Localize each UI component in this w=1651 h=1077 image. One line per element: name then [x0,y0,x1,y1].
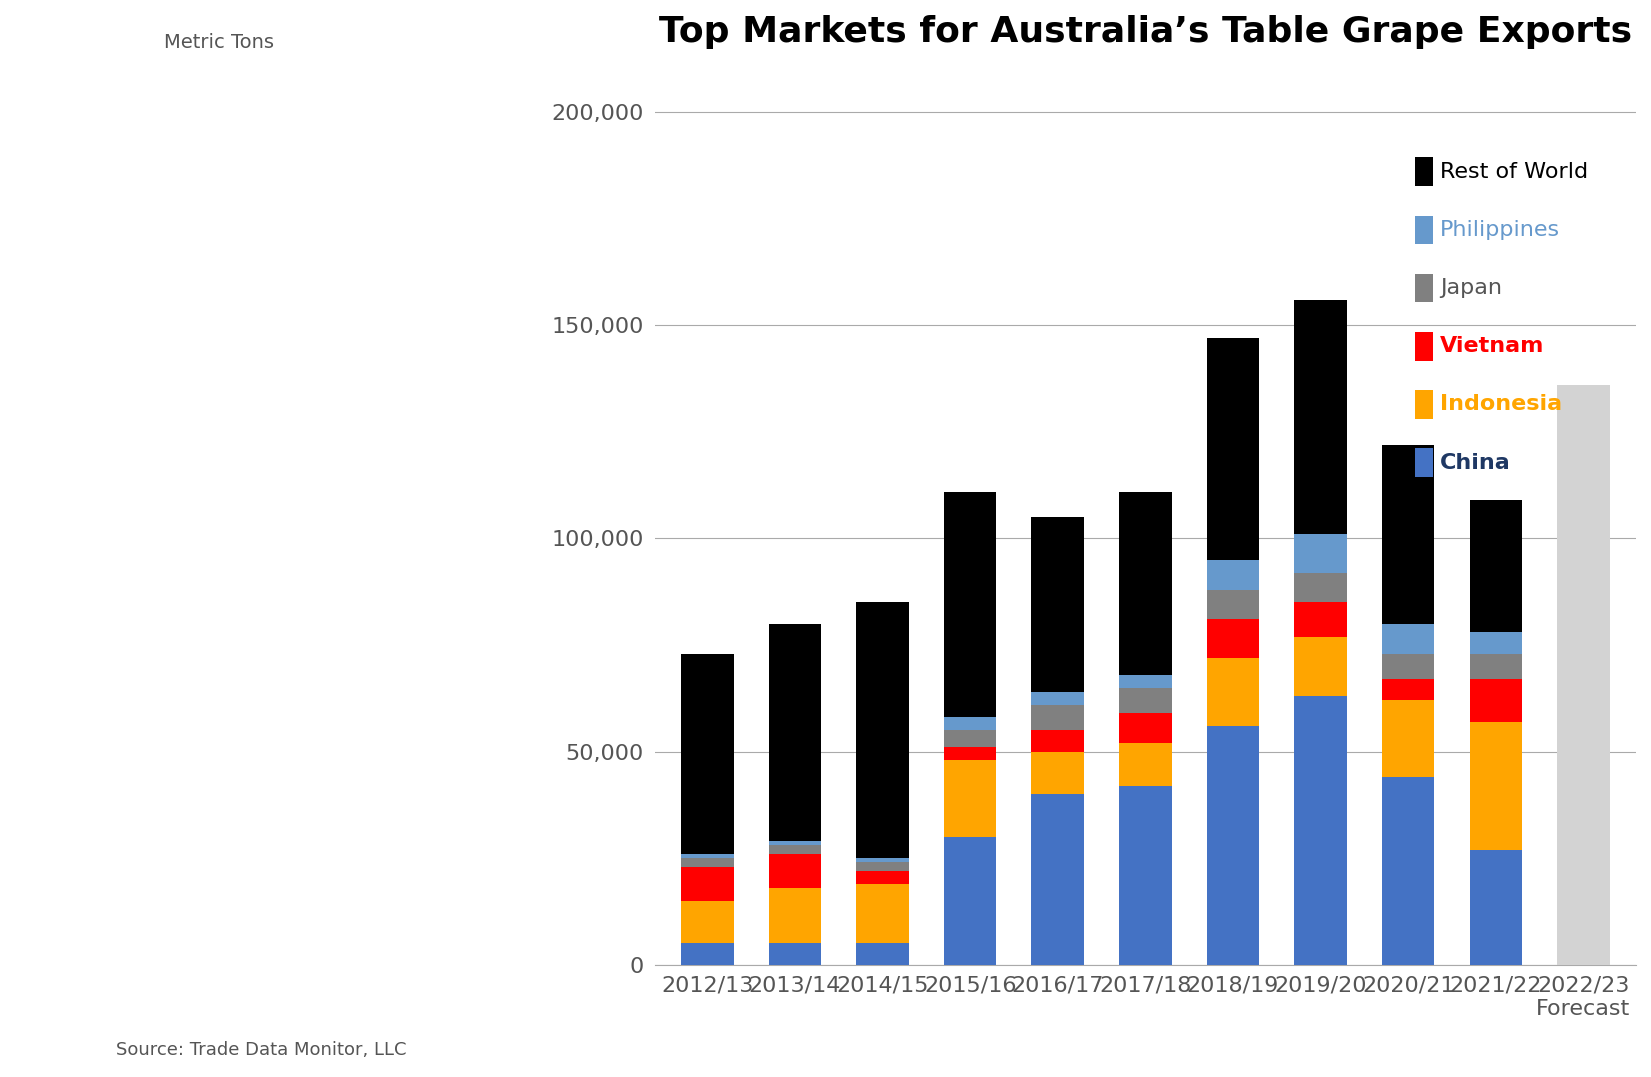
Bar [1032,794,1085,965]
Bar [1032,691,1085,704]
Bar [1469,500,1522,632]
Bar [682,943,733,965]
Bar [1119,743,1172,785]
Bar [1119,675,1172,687]
Bar [1469,654,1522,680]
Bar [1294,696,1347,965]
Bar [1294,637,1347,696]
Bar [1294,299,1347,534]
Bar [857,883,908,943]
Bar [1382,700,1435,778]
Text: Vietnam: Vietnam [1440,336,1544,356]
Bar [1032,517,1085,691]
FancyBboxPatch shape [1415,157,1433,186]
Bar [1294,602,1347,637]
Text: Japan: Japan [1440,278,1502,298]
Bar [944,717,997,730]
Bar [1382,654,1435,680]
Bar [944,837,997,965]
Bar [769,943,821,965]
Text: Indonesia: Indonesia [1440,394,1562,415]
Bar [1207,560,1260,589]
Bar [944,730,997,747]
Bar [1382,624,1435,654]
Bar [682,867,733,900]
Bar [1469,722,1522,850]
FancyBboxPatch shape [1415,448,1433,477]
Bar [1557,386,1610,965]
Bar [1032,730,1085,752]
Bar [1207,338,1260,560]
Bar [944,491,997,717]
Bar [1469,850,1522,965]
FancyBboxPatch shape [1415,274,1433,303]
Bar [769,624,821,841]
Bar [944,760,997,837]
Title: Top Markets for Australia’s Table Grape Exports: Top Markets for Australia’s Table Grape … [659,15,1631,48]
FancyBboxPatch shape [1415,332,1433,361]
Bar [1207,619,1260,658]
Bar [1469,680,1522,722]
Bar [1382,680,1435,700]
Bar [1382,445,1435,624]
Bar [1207,589,1260,619]
Bar [769,841,821,845]
Bar [1032,752,1085,794]
Bar [857,863,908,871]
Bar [857,871,908,883]
Bar [1119,713,1172,743]
Bar [682,858,733,867]
Bar [1119,785,1172,965]
Bar [682,900,733,943]
Bar [1119,687,1172,713]
Bar [769,887,821,943]
Text: Philippines: Philippines [1440,220,1560,240]
FancyBboxPatch shape [1415,390,1433,419]
Bar [769,854,821,887]
Bar [857,858,908,863]
Bar [769,845,821,854]
Text: China: China [1440,452,1511,473]
Text: Rest of World: Rest of World [1440,162,1588,182]
Bar [944,747,997,760]
FancyBboxPatch shape [1415,215,1433,244]
Bar [1382,778,1435,965]
Bar [1469,632,1522,654]
Bar [857,943,908,965]
Bar [1119,491,1172,675]
Bar [1294,534,1347,573]
Bar [1207,658,1260,726]
Bar [682,854,733,858]
Bar [682,654,733,854]
Bar [1207,726,1260,965]
Text: Metric Tons: Metric Tons [163,33,274,52]
Text: Source: Trade Data Monitor, LLC: Source: Trade Data Monitor, LLC [116,1041,406,1060]
Bar [1294,573,1347,602]
Bar [857,602,908,858]
Bar [1032,704,1085,730]
